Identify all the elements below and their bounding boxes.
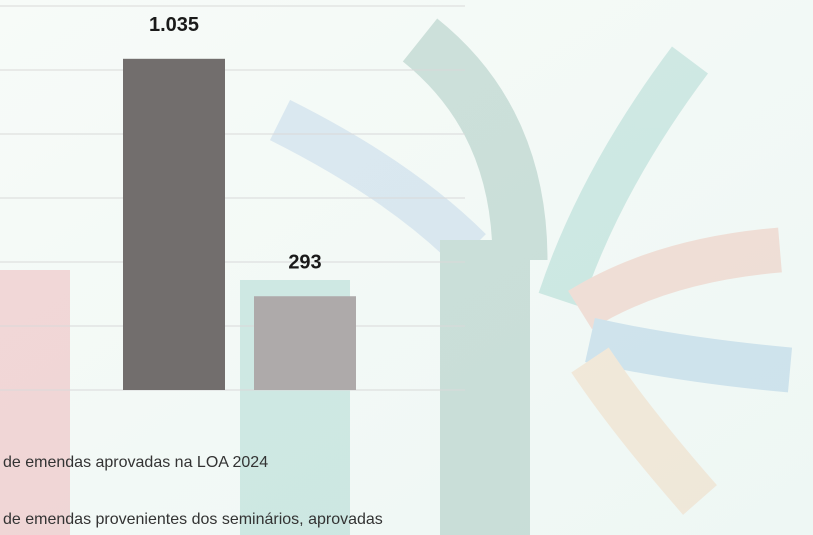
legend-label: de emendas provenientes dos seminários, … <box>3 511 383 528</box>
value-label: 293 <box>288 252 321 274</box>
background-logo <box>0 18 793 535</box>
value-label: 1.035 <box>149 14 199 36</box>
bar <box>123 58 225 391</box>
bar <box>254 296 356 390</box>
legend-label: de emendas aprovadas na LOA 2024 <box>3 454 268 471</box>
